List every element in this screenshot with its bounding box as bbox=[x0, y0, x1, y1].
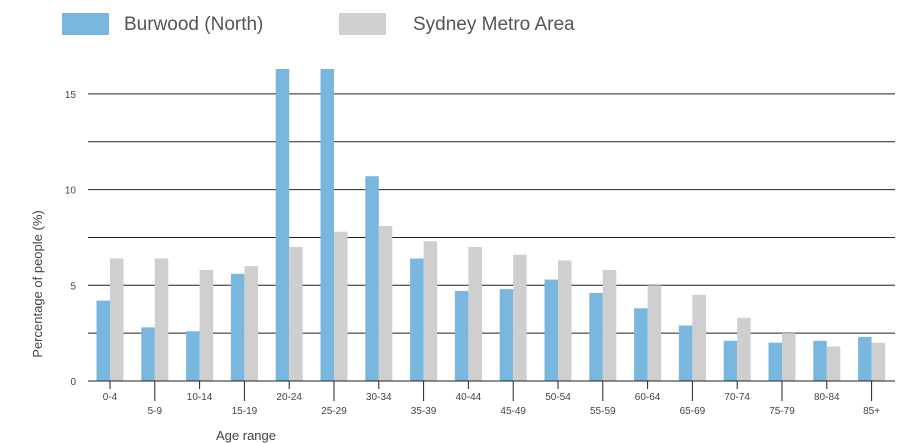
bar-burwood-40-44 bbox=[454, 291, 469, 381]
bar-sydney-10-14 bbox=[199, 269, 214, 381]
bar-burwood-10-14 bbox=[186, 331, 200, 381]
bar-burwood-5-9 bbox=[141, 327, 155, 381]
bar-burwood-80-84 bbox=[813, 340, 827, 381]
bar-burwood-65-69 bbox=[678, 325, 693, 381]
bar-sydney-5-9 bbox=[154, 258, 169, 381]
bar-burwood-50-54 bbox=[544, 279, 558, 381]
bar-burwood-25-29 bbox=[320, 69, 334, 381]
x-tick-label: 70-74 bbox=[724, 392, 750, 403]
bars bbox=[96, 69, 886, 381]
y-tick-label: 5 bbox=[70, 281, 76, 292]
y-tick-label: 10 bbox=[65, 186, 77, 197]
bar-burwood-35-39 bbox=[410, 258, 424, 381]
x-tick-label: 10-14 bbox=[187, 392, 213, 403]
y-axis-title: Percentage of people (%) bbox=[30, 210, 45, 357]
bar-sydney-20-24 bbox=[289, 247, 303, 381]
bar-sydney-30-34 bbox=[378, 225, 393, 381]
bar-burwood-0-4 bbox=[96, 300, 110, 381]
y-tick-label: 15 bbox=[65, 90, 77, 101]
bar-sydney-75-79 bbox=[782, 333, 796, 381]
x-tick-label: 45-49 bbox=[500, 406, 526, 417]
x-tick-label: 20-24 bbox=[276, 392, 302, 403]
legend-swatch-2 bbox=[339, 13, 386, 35]
bar-sydney-85+ bbox=[871, 342, 886, 381]
bar-sydney-55-59 bbox=[602, 269, 617, 381]
bar-burwood-75-79 bbox=[768, 342, 782, 381]
x-tick-label: 85+ bbox=[863, 406, 880, 417]
x-tick-label: 75-79 bbox=[769, 406, 795, 417]
y-tick-label: 0 bbox=[70, 377, 76, 388]
x-tick-label: 40-44 bbox=[456, 392, 482, 403]
bar-sydney-80-84 bbox=[826, 346, 841, 381]
bar-sydney-15-19 bbox=[244, 266, 258, 381]
bar-sydney-45-49 bbox=[513, 254, 527, 381]
x-tick-label: 35-39 bbox=[411, 406, 437, 417]
bar-sydney-40-44 bbox=[468, 247, 482, 381]
x-tick-label: 50-54 bbox=[545, 392, 571, 403]
bar-sydney-60-64 bbox=[647, 285, 662, 381]
bar-burwood-85+ bbox=[858, 336, 872, 381]
axes: 0 5 10 15 0-4 5-9 10-14 15-19 20-24 25-29 30-34 35-… bbox=[65, 90, 895, 417]
bar-sydney-50-54 bbox=[558, 260, 572, 381]
x-axis-title: Age range bbox=[216, 428, 276, 443]
bar-burwood-45-49 bbox=[499, 289, 514, 381]
x-tick-label: 80-84 bbox=[814, 392, 840, 403]
x-tick-label: 30-34 bbox=[366, 392, 392, 403]
x-tick-label: 65-69 bbox=[680, 406, 706, 417]
x-tick-label: 25-29 bbox=[321, 406, 347, 417]
bar-burwood-30-34 bbox=[365, 176, 379, 381]
bar-burwood-55-59 bbox=[589, 292, 603, 381]
legend: Burwood (North) Sydney Metro Area bbox=[62, 13, 575, 35]
bar-sydney-0-4 bbox=[110, 258, 124, 381]
legend-label-1: Burwood (North) bbox=[124, 14, 263, 35]
bar-sydney-65-69 bbox=[692, 294, 706, 381]
x-tick-label: 15-19 bbox=[232, 406, 258, 417]
bar-burwood-20-24 bbox=[275, 69, 290, 381]
legend-swatch-1 bbox=[62, 13, 109, 35]
bar-sydney-70-74 bbox=[737, 317, 751, 381]
bar-sydney-35-39 bbox=[423, 241, 438, 381]
x-tick-label: 60-64 bbox=[635, 392, 661, 403]
bar-burwood-15-19 bbox=[230, 273, 245, 381]
x-tick-label: 0-4 bbox=[103, 392, 118, 403]
x-tick-label: 5-9 bbox=[148, 406, 163, 417]
x-tick-label: 55-59 bbox=[590, 406, 616, 417]
bar-burwood-60-64 bbox=[634, 308, 648, 381]
gridlines bbox=[88, 93, 895, 334]
legend-label-2: Sydney Metro Area bbox=[413, 14, 575, 35]
bar-sydney-25-29 bbox=[334, 231, 348, 381]
bar-burwood-70-74 bbox=[723, 340, 738, 381]
